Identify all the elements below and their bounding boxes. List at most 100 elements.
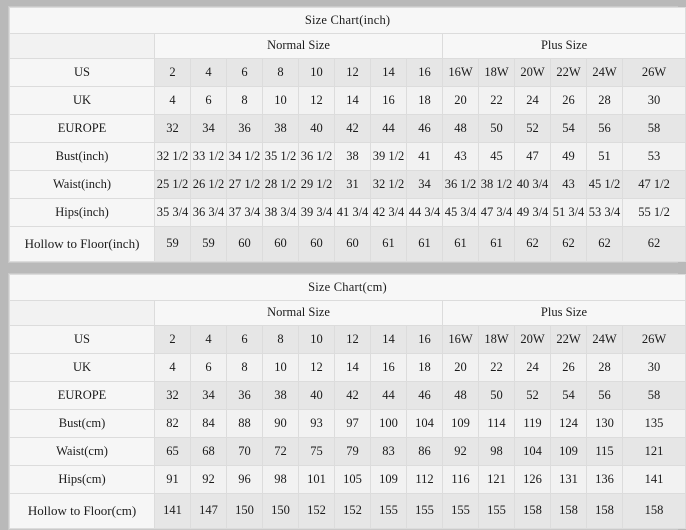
data-cell: 86 [406, 437, 443, 466]
table-row: UK 4 6 8 10 12 14 16 18 20 22 24 26 28 30 [9, 86, 686, 115]
data-cell: 26 [550, 353, 587, 382]
data-cell: 14 [370, 58, 407, 87]
data-cell: 152 [298, 493, 335, 529]
data-cell: 104 [514, 437, 551, 466]
data-cell: 39 1/2 [370, 142, 407, 171]
data-cell: 20W [514, 325, 551, 354]
data-cell: 97 [334, 409, 371, 438]
data-cell: 36 1/2 [298, 142, 335, 171]
data-cell: 98 [478, 437, 515, 466]
data-cell: 18W [478, 325, 515, 354]
data-cell: 12 [334, 58, 371, 87]
data-cell: 32 [154, 114, 191, 143]
data-cell: 30 [621, 86, 686, 115]
data-cell: 119 [514, 409, 551, 438]
data-cell: 100 [370, 409, 407, 438]
data-cell: 18 [406, 86, 443, 115]
data-cell: 16 [406, 325, 443, 354]
data-cell: 45 1/2 [586, 170, 623, 199]
data-cell: 26W [621, 325, 686, 354]
data-cell: 38 1/2 [478, 170, 515, 199]
data-cell: 6 [190, 353, 227, 382]
data-cell: 24W [586, 58, 623, 87]
data-cell: 14 [334, 353, 371, 382]
data-cell: 126 [514, 465, 551, 494]
data-cell: 46 [406, 381, 443, 410]
size-table: Size Chart(inch) Normal Size Plus Size US 2 4… [8, 7, 686, 262]
data-cell: 141 [154, 493, 191, 529]
data-cell: 32 1/2 [154, 142, 191, 171]
data-cell: 121 [621, 437, 686, 466]
data-cell: 49 [550, 142, 587, 171]
table-row: US 2 4 6 8 10 12 14 16 16W 18W 20W 22W 24W 26W [9, 58, 686, 87]
data-cell: 59 [154, 226, 191, 262]
data-cell: 62 [621, 226, 686, 262]
data-cell: 105 [334, 465, 371, 494]
data-cell: 38 [262, 381, 299, 410]
data-cell: 45 3/4 [442, 198, 479, 227]
group-header-blank [9, 300, 155, 326]
data-cell: 26 [550, 86, 587, 115]
data-cell: 68 [190, 437, 227, 466]
data-cell: 36 3/4 [190, 198, 227, 227]
data-cell: 158 [514, 493, 551, 529]
data-cell: 51 3/4 [550, 198, 587, 227]
data-cell: 96 [226, 465, 263, 494]
data-cell: 75 [298, 437, 335, 466]
data-cell: 38 3/4 [262, 198, 299, 227]
data-cell: 130 [586, 409, 623, 438]
data-cell: 61 [370, 226, 407, 262]
data-cell: 92 [442, 437, 479, 466]
data-cell: 43 [442, 142, 479, 171]
data-cell: 8 [262, 325, 299, 354]
data-cell: 79 [334, 437, 371, 466]
data-cell: 20 [442, 86, 479, 115]
data-cell: 33 1/2 [190, 142, 227, 171]
data-cell: 22W [550, 325, 587, 354]
chart-title: Size Chart(inch) [8, 7, 686, 34]
data-cell: 14 [370, 325, 407, 354]
data-cell: 18W [478, 58, 515, 87]
data-cell: 36 1/2 [442, 170, 479, 199]
row-label: Hollow to Floor(cm) [9, 493, 155, 529]
table-row: Hollow to Floor(inch) 59 59 60 60 60 60 61 61 61 6… [9, 226, 686, 262]
table-row: Waist(inch) 25 1/2 26 1/2 27 1/2 28 1/2 29 1/… [9, 170, 686, 199]
data-cell: 152 [334, 493, 371, 529]
data-cell: 155 [370, 493, 407, 529]
data-cell: 136 [586, 465, 623, 494]
table-row: US 2 4 6 8 10 12 14 16 16W 18W 20W 22W 24W 26W [9, 325, 686, 354]
data-cell: 72 [262, 437, 299, 466]
data-cell: 55 1/2 [621, 198, 686, 227]
row-label: Hips(cm) [9, 465, 155, 494]
row-label: EUROPE [9, 114, 155, 143]
data-cell: 109 [550, 437, 587, 466]
data-cell: 52 [514, 381, 551, 410]
data-cell: 60 [262, 226, 299, 262]
data-cell: 2 [154, 58, 191, 87]
data-cell: 6 [226, 58, 263, 87]
data-cell: 16 [406, 58, 443, 87]
group-header-normal-size: Normal Size [154, 300, 443, 326]
data-cell: 109 [370, 465, 407, 494]
data-cell: 158 [550, 493, 587, 529]
data-cell: 35 3/4 [154, 198, 191, 227]
data-cell: 46 [406, 114, 443, 143]
data-cell: 135 [621, 409, 686, 438]
data-cell: 40 [298, 114, 335, 143]
data-cell: 62 [514, 226, 551, 262]
data-cell: 32 1/2 [370, 170, 407, 199]
data-cell: 44 3/4 [406, 198, 443, 227]
title-row: Size Chart(cm) [8, 274, 686, 301]
data-cell: 116 [442, 465, 479, 494]
data-cell: 8 [226, 353, 263, 382]
data-cell: 62 [586, 226, 623, 262]
data-cell: 4 [190, 325, 227, 354]
data-cell: 109 [442, 409, 479, 438]
data-cell: 98 [262, 465, 299, 494]
data-cell: 36 [226, 381, 263, 410]
data-cell: 93 [298, 409, 335, 438]
data-cell: 14 [334, 86, 371, 115]
data-cell: 37 3/4 [226, 198, 263, 227]
data-cell: 131 [550, 465, 587, 494]
data-cell: 18 [406, 353, 443, 382]
